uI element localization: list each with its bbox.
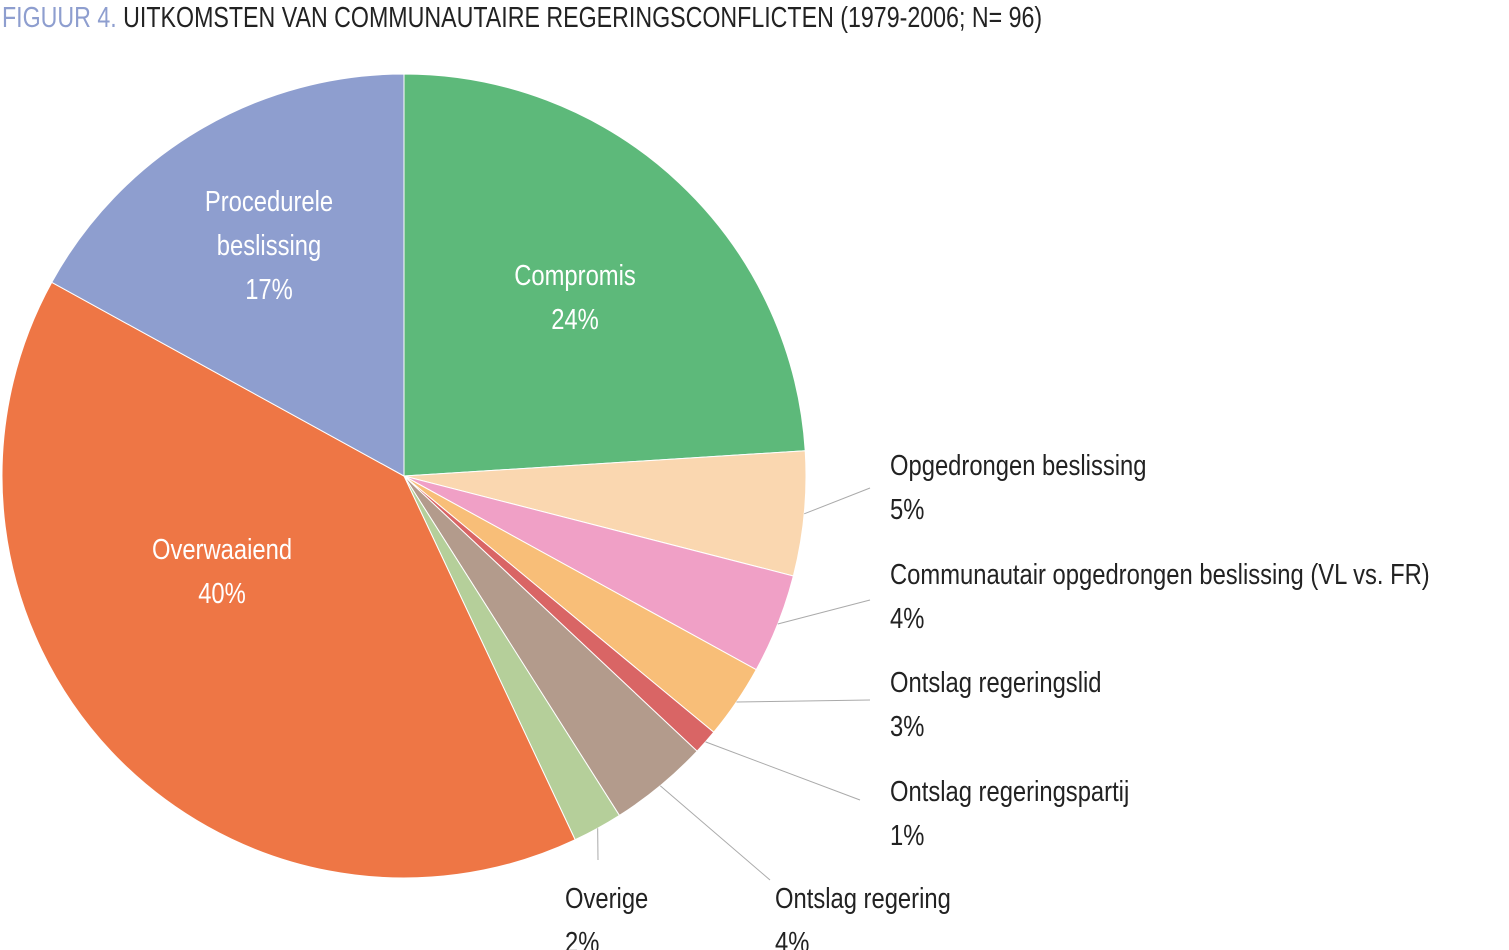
category-label: Communautair opgedrongen beslissing (VL … (890, 559, 1430, 591)
category-label: Opgedrongen beslissing (890, 450, 1147, 482)
value-label: 4% (775, 927, 810, 950)
value-label: 4% (890, 603, 925, 635)
leader-line (777, 599, 871, 625)
slice-label: Communautair opgedrongen beslissing (VL … (890, 553, 1430, 641)
chart-title: FIGUUR 4. UITKOMSTEN VAN COMMUNAUTAIRE R… (2, 2, 1042, 35)
value-label: 5% (890, 494, 925, 526)
category-label: Ontslag regering (775, 883, 951, 915)
slice-label: Ontslag regeringspartij 1% (890, 770, 1129, 858)
pie-slice (51, 73, 405, 477)
leader-line (804, 487, 871, 515)
slice-label: Ontslag regering 4% (775, 877, 951, 950)
category-label: Overige (565, 883, 649, 915)
slice-label: Overige 2% (565, 877, 648, 950)
category-label: Overwaaiend (151, 534, 293, 566)
slice-label: Ontslag regeringslid 3% (890, 661, 1101, 749)
leader-line (705, 741, 861, 801)
category-label: Compromis (514, 260, 636, 292)
leader-line (736, 699, 871, 703)
value-label: 40% (198, 578, 246, 610)
slice-label: Compromis 24% (485, 254, 665, 342)
leader-line (659, 785, 771, 881)
slice-label: Opgedrongen beslissing 5% (890, 444, 1146, 532)
value-label: 17% (245, 274, 293, 306)
category-label: Procedurele beslissing (204, 186, 334, 262)
title-text: UITKOMSTEN VAN COMMUNAUTAIRE REGERINGSCO… (123, 2, 1043, 34)
slice-label: Procedurele beslissing 17% (187, 180, 351, 312)
pie-slice (1, 281, 576, 879)
value-label: 2% (565, 927, 600, 950)
value-label: 1% (890, 820, 925, 852)
value-label: 3% (890, 711, 925, 743)
category-label: Ontslag regeringspartij (890, 776, 1130, 808)
category-label: Ontslag regeringslid (890, 667, 1102, 699)
figure-label: FIGUUR 4. (2, 2, 117, 34)
value-label: 24% (551, 304, 599, 336)
slice-label: Overwaaiend 40% (132, 528, 312, 616)
pie-slice (403, 73, 806, 477)
